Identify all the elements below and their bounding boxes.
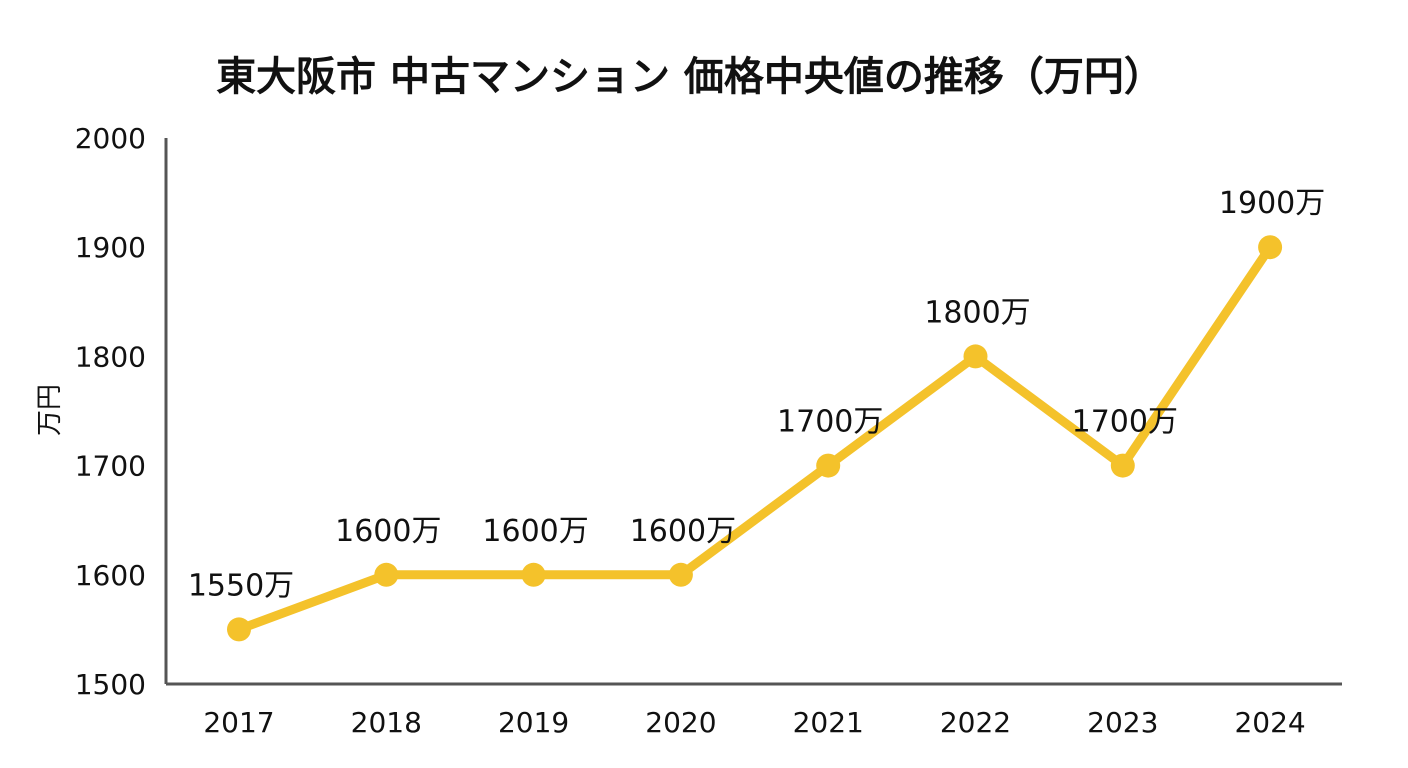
data-label: 1600万 xyxy=(335,514,441,549)
data-point xyxy=(816,453,841,478)
data-label: 1700万 xyxy=(777,405,883,440)
data-point xyxy=(1110,453,1135,478)
x-tick-label: 2021 xyxy=(793,706,864,739)
y-tick-label: 1600 xyxy=(75,559,146,592)
data-point xyxy=(1258,235,1283,260)
data-point xyxy=(227,617,251,642)
data-label: 1900万 xyxy=(1219,186,1325,221)
series-line xyxy=(234,242,1275,634)
data-labels: 1550万 1600万 1600万 1600万 1700万 1800万 1700万 1900万 xyxy=(188,186,1325,603)
data-label: 1600万 xyxy=(482,514,588,549)
data-points xyxy=(227,235,1283,642)
x-tick-label: 2022 xyxy=(940,706,1011,739)
chart-title: 東大阪市 中古マンション 価格中央値の推移（万円） xyxy=(216,54,1164,100)
data-label: 1550万 xyxy=(188,568,294,603)
x-tick-label: 2020 xyxy=(645,706,716,739)
data-label: 1600万 xyxy=(630,514,736,549)
series-polyline xyxy=(234,242,1275,634)
x-ticks: 2017 2018 2019 2020 2021 2022 2023 2024 xyxy=(203,706,1305,739)
data-point xyxy=(521,562,546,587)
y-tick-label: 1900 xyxy=(75,231,146,264)
x-tick-label: 2019 xyxy=(498,706,569,739)
x-tick-label: 2023 xyxy=(1087,706,1158,739)
data-point xyxy=(668,562,693,587)
y-tick-label: 1700 xyxy=(75,450,146,483)
y-tick-label: 1500 xyxy=(75,668,146,701)
data-label: 1700万 xyxy=(1072,405,1178,440)
x-tick-label: 2018 xyxy=(351,706,422,739)
x-tick-label: 2017 xyxy=(203,706,274,739)
data-point xyxy=(963,344,988,369)
x-tick-label: 2024 xyxy=(1234,706,1305,739)
y-ticks: 1500 1600 1700 1800 1900 2000 xyxy=(75,122,146,701)
data-label: 1800万 xyxy=(924,295,1030,330)
y-tick-label: 2000 xyxy=(75,122,146,155)
y-axis-label: 万円 xyxy=(35,384,65,436)
data-point xyxy=(374,562,399,587)
y-tick-label: 1800 xyxy=(75,340,146,373)
